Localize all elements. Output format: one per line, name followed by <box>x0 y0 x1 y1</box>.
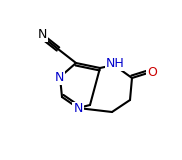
Text: N: N <box>54 71 64 84</box>
Text: NH: NH <box>106 56 124 69</box>
Text: O: O <box>147 65 157 79</box>
Text: N: N <box>73 103 83 116</box>
Text: N: N <box>37 28 47 40</box>
